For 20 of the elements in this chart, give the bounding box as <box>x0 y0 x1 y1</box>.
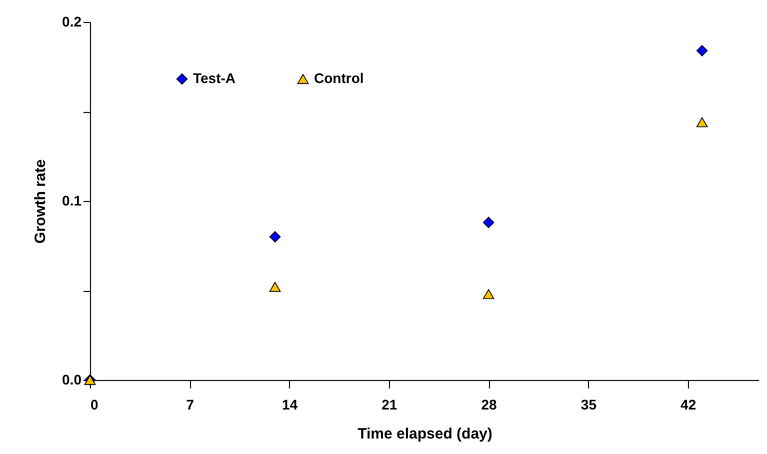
legend-label: Test-A <box>193 70 236 86</box>
point <box>696 44 708 56</box>
y-tick-label: 0.2 <box>62 14 82 30</box>
point <box>269 282 281 292</box>
point <box>696 117 708 128</box>
x-tick-label: 42 <box>680 396 696 412</box>
x-tick-label: 35 <box>580 396 597 412</box>
x-axis-title: Time elapsed (day) <box>358 426 492 442</box>
point <box>482 289 494 300</box>
legend-label: Control <box>314 70 364 86</box>
x-tick-label: 28 <box>481 396 498 412</box>
y-axis-title: Growth rate <box>32 159 50 244</box>
point <box>269 231 281 242</box>
y-tick-label: 0.0 <box>62 372 82 388</box>
point <box>482 216 494 228</box>
y-tick-label: 0.1 <box>62 192 82 208</box>
x-tick-label: 14 <box>282 396 298 412</box>
x-tick-label: 21 <box>382 396 398 412</box>
x-tick-label: 7 <box>186 396 194 412</box>
x-tick-label: 0 <box>90 396 98 412</box>
